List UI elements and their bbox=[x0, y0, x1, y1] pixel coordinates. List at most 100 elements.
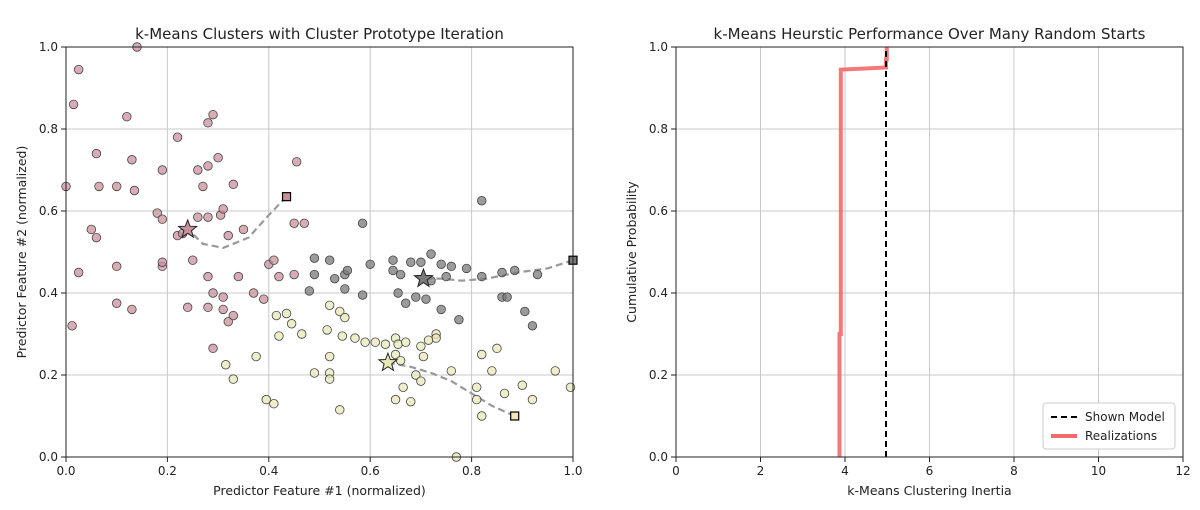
scatter-point bbox=[527, 321, 538, 331]
scatter-point bbox=[477, 349, 487, 360]
scatter-point bbox=[357, 218, 368, 229]
scatter-point bbox=[309, 253, 320, 263]
scatter-point bbox=[289, 218, 299, 229]
scatter-point bbox=[193, 165, 203, 175]
scatter-point bbox=[127, 155, 137, 165]
scatter-point bbox=[238, 224, 249, 235]
cdf-y-axis-label: Cumulative Probability bbox=[624, 181, 639, 323]
scatter-point bbox=[157, 165, 168, 175]
scatter-point bbox=[477, 411, 487, 421]
scatter-point bbox=[188, 255, 198, 265]
y-tick-label: 0.4 bbox=[39, 286, 58, 300]
x-tick-label: 0.0 bbox=[56, 464, 75, 478]
scatter-point bbox=[324, 255, 335, 265]
legend-label-shown-model: Shown Model bbox=[1085, 410, 1165, 424]
scatter-point bbox=[342, 265, 353, 276]
scatter-point bbox=[390, 349, 401, 360]
scatter-point bbox=[416, 257, 426, 267]
scatter-axes-frame bbox=[65, 46, 574, 458]
scatter-point bbox=[324, 351, 335, 362]
cdf-x-axis-label: k-Means Clustering Inertia bbox=[847, 483, 1011, 498]
scatter-point bbox=[388, 255, 398, 265]
prototype-path bbox=[189, 195, 288, 250]
cdf-grid bbox=[675, 46, 1184, 458]
scatter-point bbox=[274, 271, 284, 282]
scatter-point bbox=[502, 292, 512, 302]
scatter-point bbox=[309, 269, 320, 280]
scatter-title: k-Means Clusters with Cluster Prototype … bbox=[135, 25, 504, 43]
scatter-point bbox=[324, 374, 335, 384]
scatter-point bbox=[111, 181, 122, 192]
y-tick-label: 0.6 bbox=[39, 204, 58, 218]
scatter-point bbox=[335, 306, 345, 317]
scatter-point bbox=[340, 284, 350, 294]
scatter-point bbox=[421, 294, 431, 304]
scatter-point bbox=[259, 294, 269, 304]
scatter-point bbox=[203, 161, 213, 171]
x-tick-label: 0.6 bbox=[361, 464, 380, 478]
scatter-point bbox=[393, 288, 403, 298]
scatter-point bbox=[350, 333, 360, 343]
scatter-x-axis-label: Predictor Feature #1 (normalized) bbox=[213, 483, 426, 498]
scatter-point bbox=[390, 394, 401, 405]
scatter-point bbox=[198, 181, 208, 192]
scatter-point bbox=[68, 99, 79, 110]
scatter-point bbox=[418, 351, 429, 362]
scatter-point bbox=[73, 64, 84, 75]
scatter-panel: 0.0 0.2 0.4 0.6 0.8 1.0 0.0 0.2 0.4 0.6 0.8 1.0 k-M… bbox=[14, 25, 583, 498]
scatter-point bbox=[228, 179, 239, 190]
scatter-point bbox=[517, 380, 528, 390]
scatter-point bbox=[436, 259, 446, 270]
scatter-point bbox=[330, 273, 340, 284]
prototype-start-marker bbox=[281, 192, 292, 202]
scatter-point bbox=[400, 298, 411, 308]
legend-label-realizations: Realizations bbox=[1085, 429, 1157, 443]
x-tick-label: 0.8 bbox=[462, 464, 481, 478]
x-tick-label: 6 bbox=[926, 464, 934, 478]
scatter-point bbox=[461, 263, 472, 274]
scatter-point bbox=[271, 310, 282, 321]
cdf-ticks: 0 2 4 6 8 10 12 0.0 0.2 0.4 0.6 0.8 1.0 bbox=[649, 40, 1191, 478]
scatter-point bbox=[380, 339, 391, 349]
scatter-point bbox=[86, 224, 97, 235]
scatter-point bbox=[406, 257, 416, 267]
scatter-point bbox=[193, 212, 203, 222]
scatter-point bbox=[411, 292, 421, 302]
scatter-point bbox=[203, 271, 213, 282]
scatter-point bbox=[122, 111, 132, 122]
scatter-point bbox=[423, 335, 434, 345]
scatter-point bbox=[426, 249, 436, 259]
scatter-grid bbox=[65, 46, 574, 458]
prototype-markers bbox=[177, 192, 578, 421]
prototype-path bbox=[423, 259, 574, 282]
scatter-point bbox=[248, 288, 259, 298]
prototype-paths bbox=[189, 195, 574, 418]
realizations-line bbox=[837, 47, 889, 457]
scatter-point bbox=[395, 269, 406, 280]
y-tick-label: 0.0 bbox=[39, 450, 58, 464]
scatter-point bbox=[497, 267, 507, 278]
scatter-point bbox=[416, 341, 426, 352]
scatter-point bbox=[487, 366, 497, 376]
scatter-point bbox=[340, 312, 350, 323]
scatter-point bbox=[477, 271, 487, 282]
scatter-point bbox=[520, 306, 530, 317]
scatter-point bbox=[411, 370, 421, 380]
scatter-point bbox=[274, 331, 284, 341]
y-tick-label: 1.0 bbox=[39, 40, 58, 54]
scatter-point bbox=[269, 399, 279, 409]
cdf-panel: 0 2 4 6 8 10 12 0.0 0.2 0.4 0.6 0.8 1.0 k-Means Heur… bbox=[624, 25, 1191, 498]
scatter-point bbox=[218, 304, 228, 315]
x-tick-label: 1.0 bbox=[563, 464, 582, 478]
scatter-point bbox=[309, 368, 320, 378]
scatter-point bbox=[360, 337, 370, 347]
prototype-final-star bbox=[177, 218, 199, 239]
scatter-ticks: 0.0 0.2 0.4 0.6 0.8 1.0 0.0 0.2 0.4 0.6 0.8 1.0 bbox=[39, 40, 583, 478]
scatter-point bbox=[208, 288, 218, 298]
scatter-point bbox=[182, 302, 193, 313]
scatter-point bbox=[395, 355, 406, 366]
scatter-point bbox=[492, 343, 502, 354]
x-tick-label: 0.4 bbox=[259, 464, 278, 478]
scatter-point bbox=[228, 310, 239, 321]
scatter-point bbox=[233, 271, 244, 282]
